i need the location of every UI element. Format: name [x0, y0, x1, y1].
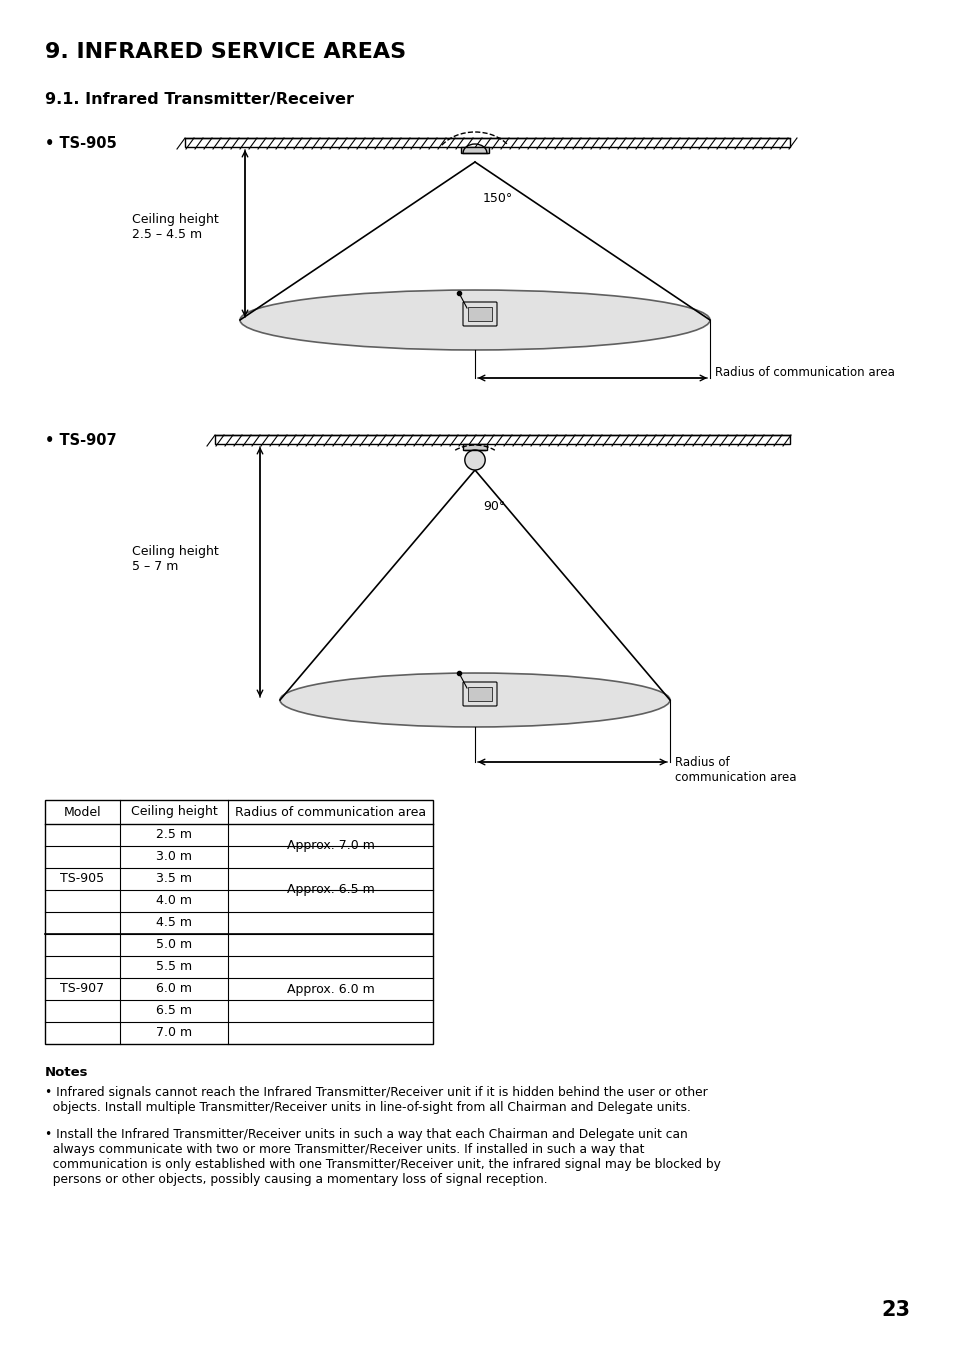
FancyBboxPatch shape — [462, 682, 497, 707]
Text: 9. INFRARED SERVICE AREAS: 9. INFRARED SERVICE AREAS — [45, 42, 406, 62]
Text: Ceiling height
2.5 – 4.5 m: Ceiling height 2.5 – 4.5 m — [132, 213, 218, 240]
Bar — [45, 800, 433, 1044]
Text: TS-905: TS-905 — [60, 873, 105, 885]
Text: Radius of communication area: Radius of communication area — [234, 805, 426, 819]
Text: Model: Model — [64, 805, 101, 819]
Text: 9.1. Infrared Transmitter/Receiver: 9.1. Infrared Transmitter/Receiver — [45, 92, 354, 107]
Text: 3.5 m: 3.5 m — [156, 873, 192, 885]
Bar — [460, 147, 489, 153]
Ellipse shape — [280, 673, 669, 727]
Text: Approx. 7.0 m: Approx. 7.0 m — [286, 839, 374, 852]
Text: 5.0 m: 5.0 m — [155, 939, 192, 951]
Bar — [468, 307, 492, 322]
FancyBboxPatch shape — [462, 303, 497, 326]
Text: 4.5 m: 4.5 m — [156, 916, 192, 929]
Text: Approx. 6.5 m: Approx. 6.5 m — [286, 884, 374, 897]
Text: 6.5 m: 6.5 m — [156, 1005, 192, 1017]
Text: 23: 23 — [880, 1300, 909, 1320]
Bar — [185, 138, 789, 147]
Ellipse shape — [464, 450, 485, 470]
Text: 2.5 m: 2.5 m — [156, 828, 192, 842]
Text: • Install the Infrared Transmitter/Receiver units in such a way that each Chairm: • Install the Infrared Transmitter/Recei… — [45, 1128, 720, 1186]
Text: Ceiling height
5 – 7 m: Ceiling height 5 – 7 m — [132, 544, 218, 573]
Text: TS-907: TS-907 — [60, 982, 105, 996]
Text: 4.0 m: 4.0 m — [156, 894, 192, 908]
Bar — [468, 688, 492, 701]
Bar — [214, 435, 789, 444]
Text: Ceiling height: Ceiling height — [131, 805, 217, 819]
Text: • TS-907: • TS-907 — [45, 434, 116, 449]
Bar — [462, 444, 486, 450]
Text: 6.0 m: 6.0 m — [156, 982, 192, 996]
Text: 90°: 90° — [482, 500, 505, 513]
Text: 3.0 m: 3.0 m — [156, 851, 192, 863]
Text: Radius of
communication area: Radius of communication area — [675, 757, 796, 784]
Ellipse shape — [240, 290, 709, 350]
Text: • TS-905: • TS-905 — [45, 136, 116, 151]
Text: Radius of communication area: Radius of communication area — [714, 366, 894, 380]
Text: Approx. 6.0 m: Approx. 6.0 m — [286, 982, 374, 996]
Text: 150°: 150° — [482, 192, 513, 205]
Text: 7.0 m: 7.0 m — [155, 1027, 192, 1039]
Text: Notes: Notes — [45, 1066, 89, 1079]
Text: • Infrared signals cannot reach the Infrared Transmitter/Receiver unit if it is : • Infrared signals cannot reach the Infr… — [45, 1086, 707, 1115]
Text: 5.5 m: 5.5 m — [155, 961, 192, 974]
